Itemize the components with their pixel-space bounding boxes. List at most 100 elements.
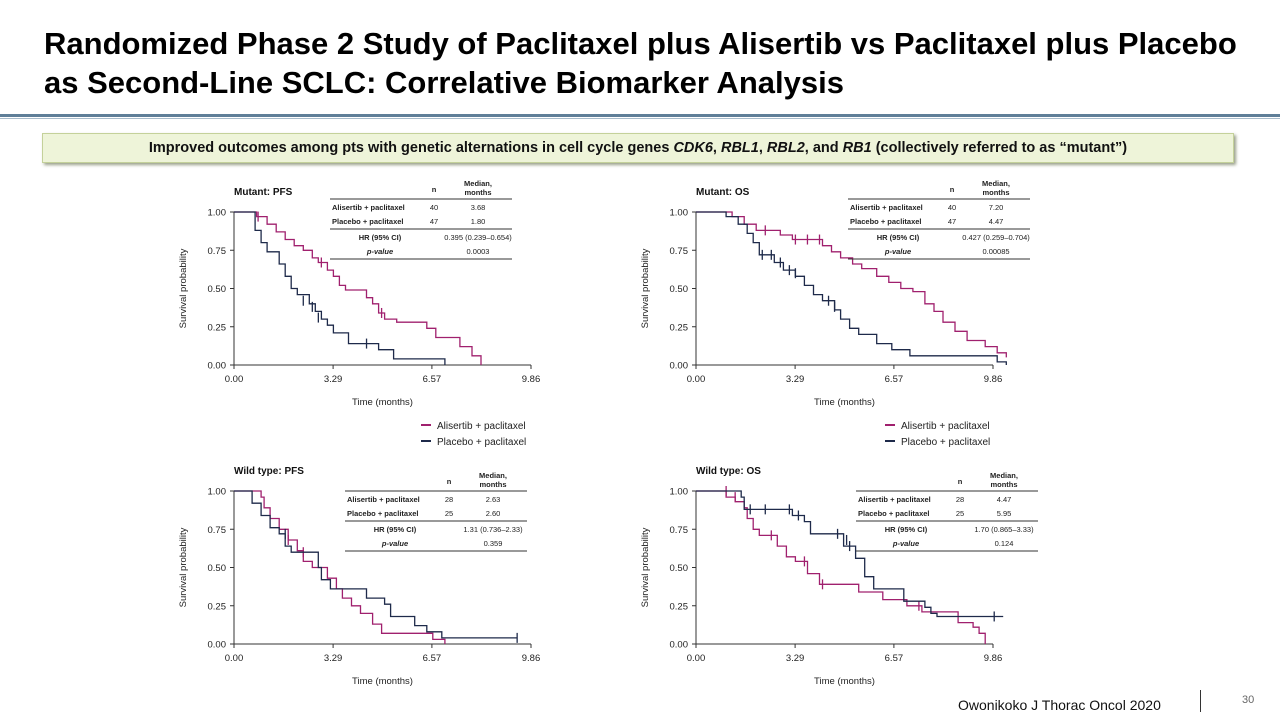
stats-hr-label: HR (95% CI): [374, 525, 417, 534]
stats-n: 25: [956, 509, 964, 518]
x-tick-label: 0.00: [225, 653, 244, 664]
y-tick-label: 0.75: [670, 525, 689, 536]
key-finding-callout: Improved outcomes among pts with genetic…: [42, 133, 1234, 163]
stats-col-median: Median,: [982, 179, 1010, 188]
y-tick-label: 0.75: [670, 246, 689, 257]
x-axis-label: Time (months): [352, 397, 413, 408]
callout-prefix: Improved outcomes among pts with genetic…: [148, 140, 674, 156]
stats-arm-label: Alisertib + paclitaxel: [347, 495, 420, 504]
y-axis-label: Survival probability: [640, 248, 651, 328]
x-tick-label: 6.57: [885, 374, 904, 385]
stats-col-n: n: [950, 185, 955, 194]
stats-median: 1.80: [471, 217, 486, 226]
series-line-placebo: [234, 211, 446, 365]
stats-arm-label: Placebo + paclitaxel: [850, 217, 922, 226]
callout-gene-rbl2: RBL2: [766, 140, 805, 156]
stats-col-median: months: [479, 480, 506, 489]
x-axis-label: Time (months): [352, 676, 413, 687]
chart-title: Wild type: OS: [696, 466, 761, 477]
x-tick-label: 3.29: [786, 653, 805, 664]
stats-col-median: months: [982, 188, 1009, 197]
series-line-alisertib: [696, 490, 986, 644]
callout-sep: , and: [804, 140, 843, 156]
x-tick-label: 9.86: [522, 374, 541, 385]
x-tick-label: 9.86: [522, 653, 541, 664]
callout-gene-cdk6: CDK6: [673, 140, 713, 156]
callout-gene-rbl1: RBL1: [720, 140, 759, 156]
stats-median: 3.68: [471, 203, 486, 212]
stats-arm-label: Placebo + paclitaxel: [858, 509, 930, 518]
stats-n: 47: [430, 217, 438, 226]
x-tick-label: 3.29: [324, 653, 343, 664]
slide-title: Randomized Phase 2 Study of Paclitaxel p…: [44, 26, 1237, 100]
stats-p-value: 0.0003: [467, 247, 490, 256]
stats-arm-label: Alisertib + paclitaxel: [850, 203, 923, 212]
x-axis-label: Time (months): [814, 397, 875, 408]
stats-median: 4.47: [989, 217, 1004, 226]
title-divider: [0, 114, 1280, 117]
series-line-placebo: [696, 490, 1004, 618]
stats-col-median: months: [990, 480, 1017, 489]
stats-median: 7.20: [989, 203, 1004, 212]
stats-col-median: Median,: [464, 179, 492, 188]
y-tick-label: 0.50: [208, 563, 227, 574]
legend-label: Alisertib + paclitaxel: [437, 421, 526, 432]
stats-col-median: Median,: [479, 471, 507, 480]
stats-p-label: p-value: [884, 247, 911, 256]
stats-col-median: months: [464, 188, 491, 197]
y-axis-label: Survival probability: [178, 527, 189, 607]
y-tick-label: 0.00: [208, 361, 227, 372]
footer-divider: [1200, 690, 1201, 712]
y-tick-label: 0.50: [670, 284, 689, 295]
x-tick-label: 6.57: [423, 374, 442, 385]
stats-col-median: Median,: [990, 471, 1018, 480]
stats-col-n: n: [447, 477, 452, 486]
callout-gene-rb1: RB1: [842, 140, 872, 156]
chart-title: Mutant: PFS: [234, 187, 293, 198]
y-tick-label: 1.00: [670, 208, 689, 219]
chart-title: Mutant: OS: [696, 187, 750, 198]
y-tick-label: 1.00: [670, 487, 689, 498]
stats-p-label: p-value: [381, 539, 408, 548]
callout-sep: ,: [758, 140, 767, 156]
stats-median: 5.95: [997, 509, 1012, 518]
x-tick-label: 6.57: [885, 653, 904, 664]
stats-hr-value: 0.427 (0.259–0.704): [962, 233, 1030, 242]
stats-p-value: 0.00085: [982, 247, 1009, 256]
callout-sep: ,: [712, 140, 721, 156]
stats-n: 40: [430, 203, 438, 212]
y-tick-label: 0.25: [208, 322, 227, 333]
stats-n: 25: [445, 509, 453, 518]
page-number: 30: [1242, 694, 1255, 706]
y-tick-label: 0.75: [208, 525, 227, 536]
stats-median: 4.47: [997, 495, 1012, 504]
x-tick-label: 0.00: [687, 374, 706, 385]
stats-hr-value: 0.395 (0.239–0.654): [444, 233, 512, 242]
chart-title: Wild type: PFS: [234, 466, 304, 477]
stats-col-n: n: [432, 185, 437, 194]
y-axis-label: Survival probability: [640, 527, 651, 607]
stats-hr-label: HR (95% CI): [359, 233, 402, 242]
stats-arm-label: Placebo + paclitaxel: [347, 509, 419, 518]
y-tick-label: 0.50: [670, 563, 689, 574]
y-tick-label: 0.25: [670, 322, 689, 333]
y-axis-label: Survival probability: [178, 248, 189, 328]
y-tick-label: 1.00: [208, 208, 227, 219]
stats-col-n: n: [958, 477, 963, 486]
series-line-alisertib: [696, 211, 1007, 358]
legend-label: Placebo + paclitaxel: [901, 437, 990, 448]
stats-hr-value: 1.70 (0.865–3.33): [974, 525, 1034, 534]
x-tick-label: 3.29: [786, 374, 805, 385]
stats-n: 28: [445, 495, 453, 504]
stats-hr-value: 1.31 (0.736–2.33): [463, 525, 523, 534]
x-tick-label: 3.29: [324, 374, 343, 385]
y-tick-label: 0.25: [670, 601, 689, 612]
stats-p-label: p-value: [366, 247, 393, 256]
stats-median: 2.60: [486, 509, 501, 518]
citation: Owonikoko J Thorac Oncol 2020: [958, 697, 1161, 713]
stats-hr-label: HR (95% CI): [877, 233, 920, 242]
y-tick-label: 0.75: [208, 246, 227, 257]
stats-p-value: 0.359: [484, 539, 503, 548]
x-tick-label: 9.86: [984, 653, 1003, 664]
